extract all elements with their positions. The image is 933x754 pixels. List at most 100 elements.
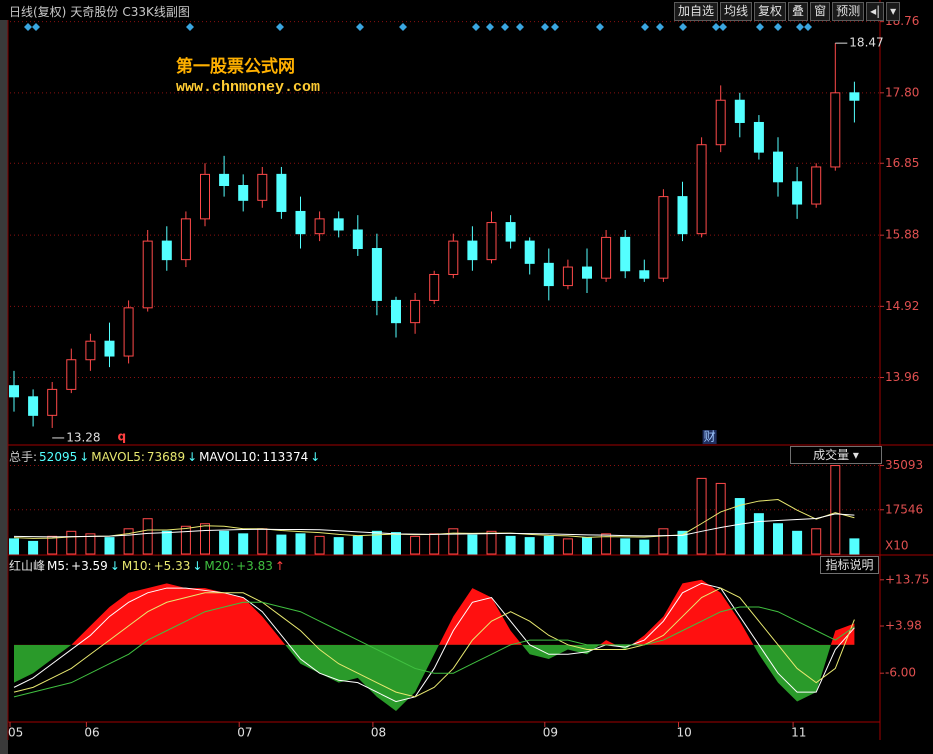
volume-bar bbox=[28, 540, 39, 555]
toolbar-button[interactable]: 叠 bbox=[788, 2, 809, 21]
volume-bar bbox=[486, 530, 497, 555]
indicator-line bbox=[13, 587, 855, 698]
event-marker bbox=[774, 23, 782, 31]
volume-bar bbox=[410, 535, 421, 555]
volume-bar bbox=[849, 538, 860, 555]
toolbar-button[interactable]: 预测 bbox=[832, 2, 865, 21]
event-marker bbox=[276, 23, 284, 31]
x-tick-label: 08 bbox=[371, 726, 386, 740]
volume-bar bbox=[142, 518, 153, 555]
legend-label: M5: bbox=[47, 558, 70, 573]
candle-body bbox=[276, 173, 287, 212]
event-marker bbox=[719, 23, 727, 31]
volume-bar bbox=[811, 528, 822, 555]
toolbar-button[interactable]: 窗 bbox=[810, 2, 831, 21]
volume-bar bbox=[753, 513, 764, 555]
toolbar-button[interactable]: 加自选 bbox=[674, 2, 719, 21]
menu-icon[interactable]: ▾ bbox=[886, 2, 901, 21]
x-tick-label: 10 bbox=[677, 726, 692, 740]
volume-bar bbox=[276, 534, 287, 555]
nav-icon[interactable]: ◂| bbox=[866, 2, 885, 21]
candle-body bbox=[792, 181, 803, 205]
volume-bar bbox=[333, 537, 344, 555]
candle-body bbox=[314, 218, 325, 235]
volume-bar bbox=[734, 498, 745, 555]
candle-body bbox=[352, 229, 363, 250]
legend: M5: +3.59 ↓ M10: +5.33 ↓ M20: +3.83 ↑ bbox=[47, 559, 285, 573]
candle-body bbox=[429, 273, 440, 301]
event-marker bbox=[541, 23, 549, 31]
legend-label: MAVOL10: bbox=[199, 449, 261, 464]
candle-body bbox=[658, 196, 669, 279]
volume-bar bbox=[295, 533, 306, 555]
volume-legend: 总手: 52095 ↓ MAVOL5: 73689 ↓ MAVOL10: 113374 ↓ bbox=[9, 448, 320, 465]
event-marker bbox=[186, 23, 194, 31]
candle-body bbox=[696, 144, 707, 235]
area-negative bbox=[14, 644, 855, 712]
candle-body bbox=[620, 236, 631, 272]
volume-bar bbox=[543, 535, 554, 555]
toolbar-button[interactable]: 均线 bbox=[720, 2, 753, 21]
event-marker bbox=[399, 23, 407, 31]
volume-bar bbox=[371, 530, 382, 555]
event-marker bbox=[551, 23, 559, 31]
candle-body bbox=[524, 240, 535, 264]
min-label: 13.28 bbox=[66, 430, 100, 444]
legend-label: 总手: bbox=[9, 450, 38, 464]
volume-bar bbox=[238, 533, 249, 555]
legend-trend: ↓ bbox=[310, 449, 321, 464]
candle-body bbox=[486, 222, 497, 261]
candle-body bbox=[371, 248, 382, 301]
y-tick-label: 13.96 bbox=[885, 370, 919, 384]
volume-bar bbox=[524, 537, 535, 555]
candle-body bbox=[66, 359, 77, 390]
x-tick-label: 06 bbox=[84, 726, 99, 740]
x-tick-label: 09 bbox=[543, 726, 558, 740]
candle-body bbox=[639, 270, 650, 279]
event-marker bbox=[32, 23, 40, 31]
legend-trend: ↑ bbox=[274, 558, 285, 573]
volume-bar bbox=[104, 537, 115, 555]
candle-body bbox=[543, 262, 554, 287]
event-marker bbox=[486, 23, 494, 31]
event-box bbox=[702, 430, 717, 444]
y-tick-label: 16.85 bbox=[885, 156, 919, 170]
candle-body bbox=[849, 92, 860, 101]
legend-value: +3.59 bbox=[71, 558, 108, 573]
max-label: 18.47 bbox=[849, 36, 883, 50]
event-marker bbox=[712, 23, 720, 31]
candle-body bbox=[677, 196, 688, 235]
y-tick-label: -6.00 bbox=[885, 666, 916, 680]
candle-body bbox=[505, 222, 516, 242]
side-tabs bbox=[0, 20, 8, 754]
candle-body bbox=[562, 266, 573, 287]
indicator-name: C33K线副图 bbox=[122, 5, 190, 19]
indicator-help[interactable]: 指标说明 bbox=[820, 556, 879, 574]
volume-bar bbox=[467, 534, 478, 555]
x-tick-label: 11 bbox=[791, 726, 806, 740]
y-tick-label: 14.92 bbox=[885, 299, 919, 313]
candle-body bbox=[601, 236, 612, 279]
watermark-name: 第一股票公式网 bbox=[176, 57, 295, 77]
legend-label: MAVOL5: bbox=[91, 449, 145, 464]
volume-selector[interactable]: 成交量 ▾ bbox=[790, 446, 882, 464]
volume-bar bbox=[715, 482, 726, 555]
toolbar-button[interactable]: 复权 bbox=[754, 2, 787, 21]
volume-bar bbox=[582, 537, 592, 555]
toolbar-buttons: 加自选 均线 复权叠窗预测 ◂| ▾ bbox=[674, 2, 901, 21]
legend: MAVOL5: 73689 ↓ MAVOL10: 113374 ↓ bbox=[91, 450, 320, 464]
event-label: q bbox=[118, 430, 127, 444]
candle-body bbox=[734, 99, 745, 123]
y-tick-label: 15.88 bbox=[885, 228, 919, 242]
event-marker bbox=[596, 23, 604, 31]
volume-bar bbox=[123, 528, 134, 555]
area-positive bbox=[71, 579, 855, 645]
indicator-title: 红山峰 bbox=[9, 559, 46, 573]
candle-body bbox=[448, 240, 459, 275]
candle-body bbox=[104, 340, 115, 357]
volume-bar bbox=[773, 523, 783, 555]
selector-label: 成交量 bbox=[813, 448, 850, 462]
indicator-legend: 红山峰 M5: +3.59 ↓ M10: +5.33 ↓ M20: +3.83 ↑ bbox=[9, 557, 285, 574]
volume-bar bbox=[562, 538, 573, 555]
